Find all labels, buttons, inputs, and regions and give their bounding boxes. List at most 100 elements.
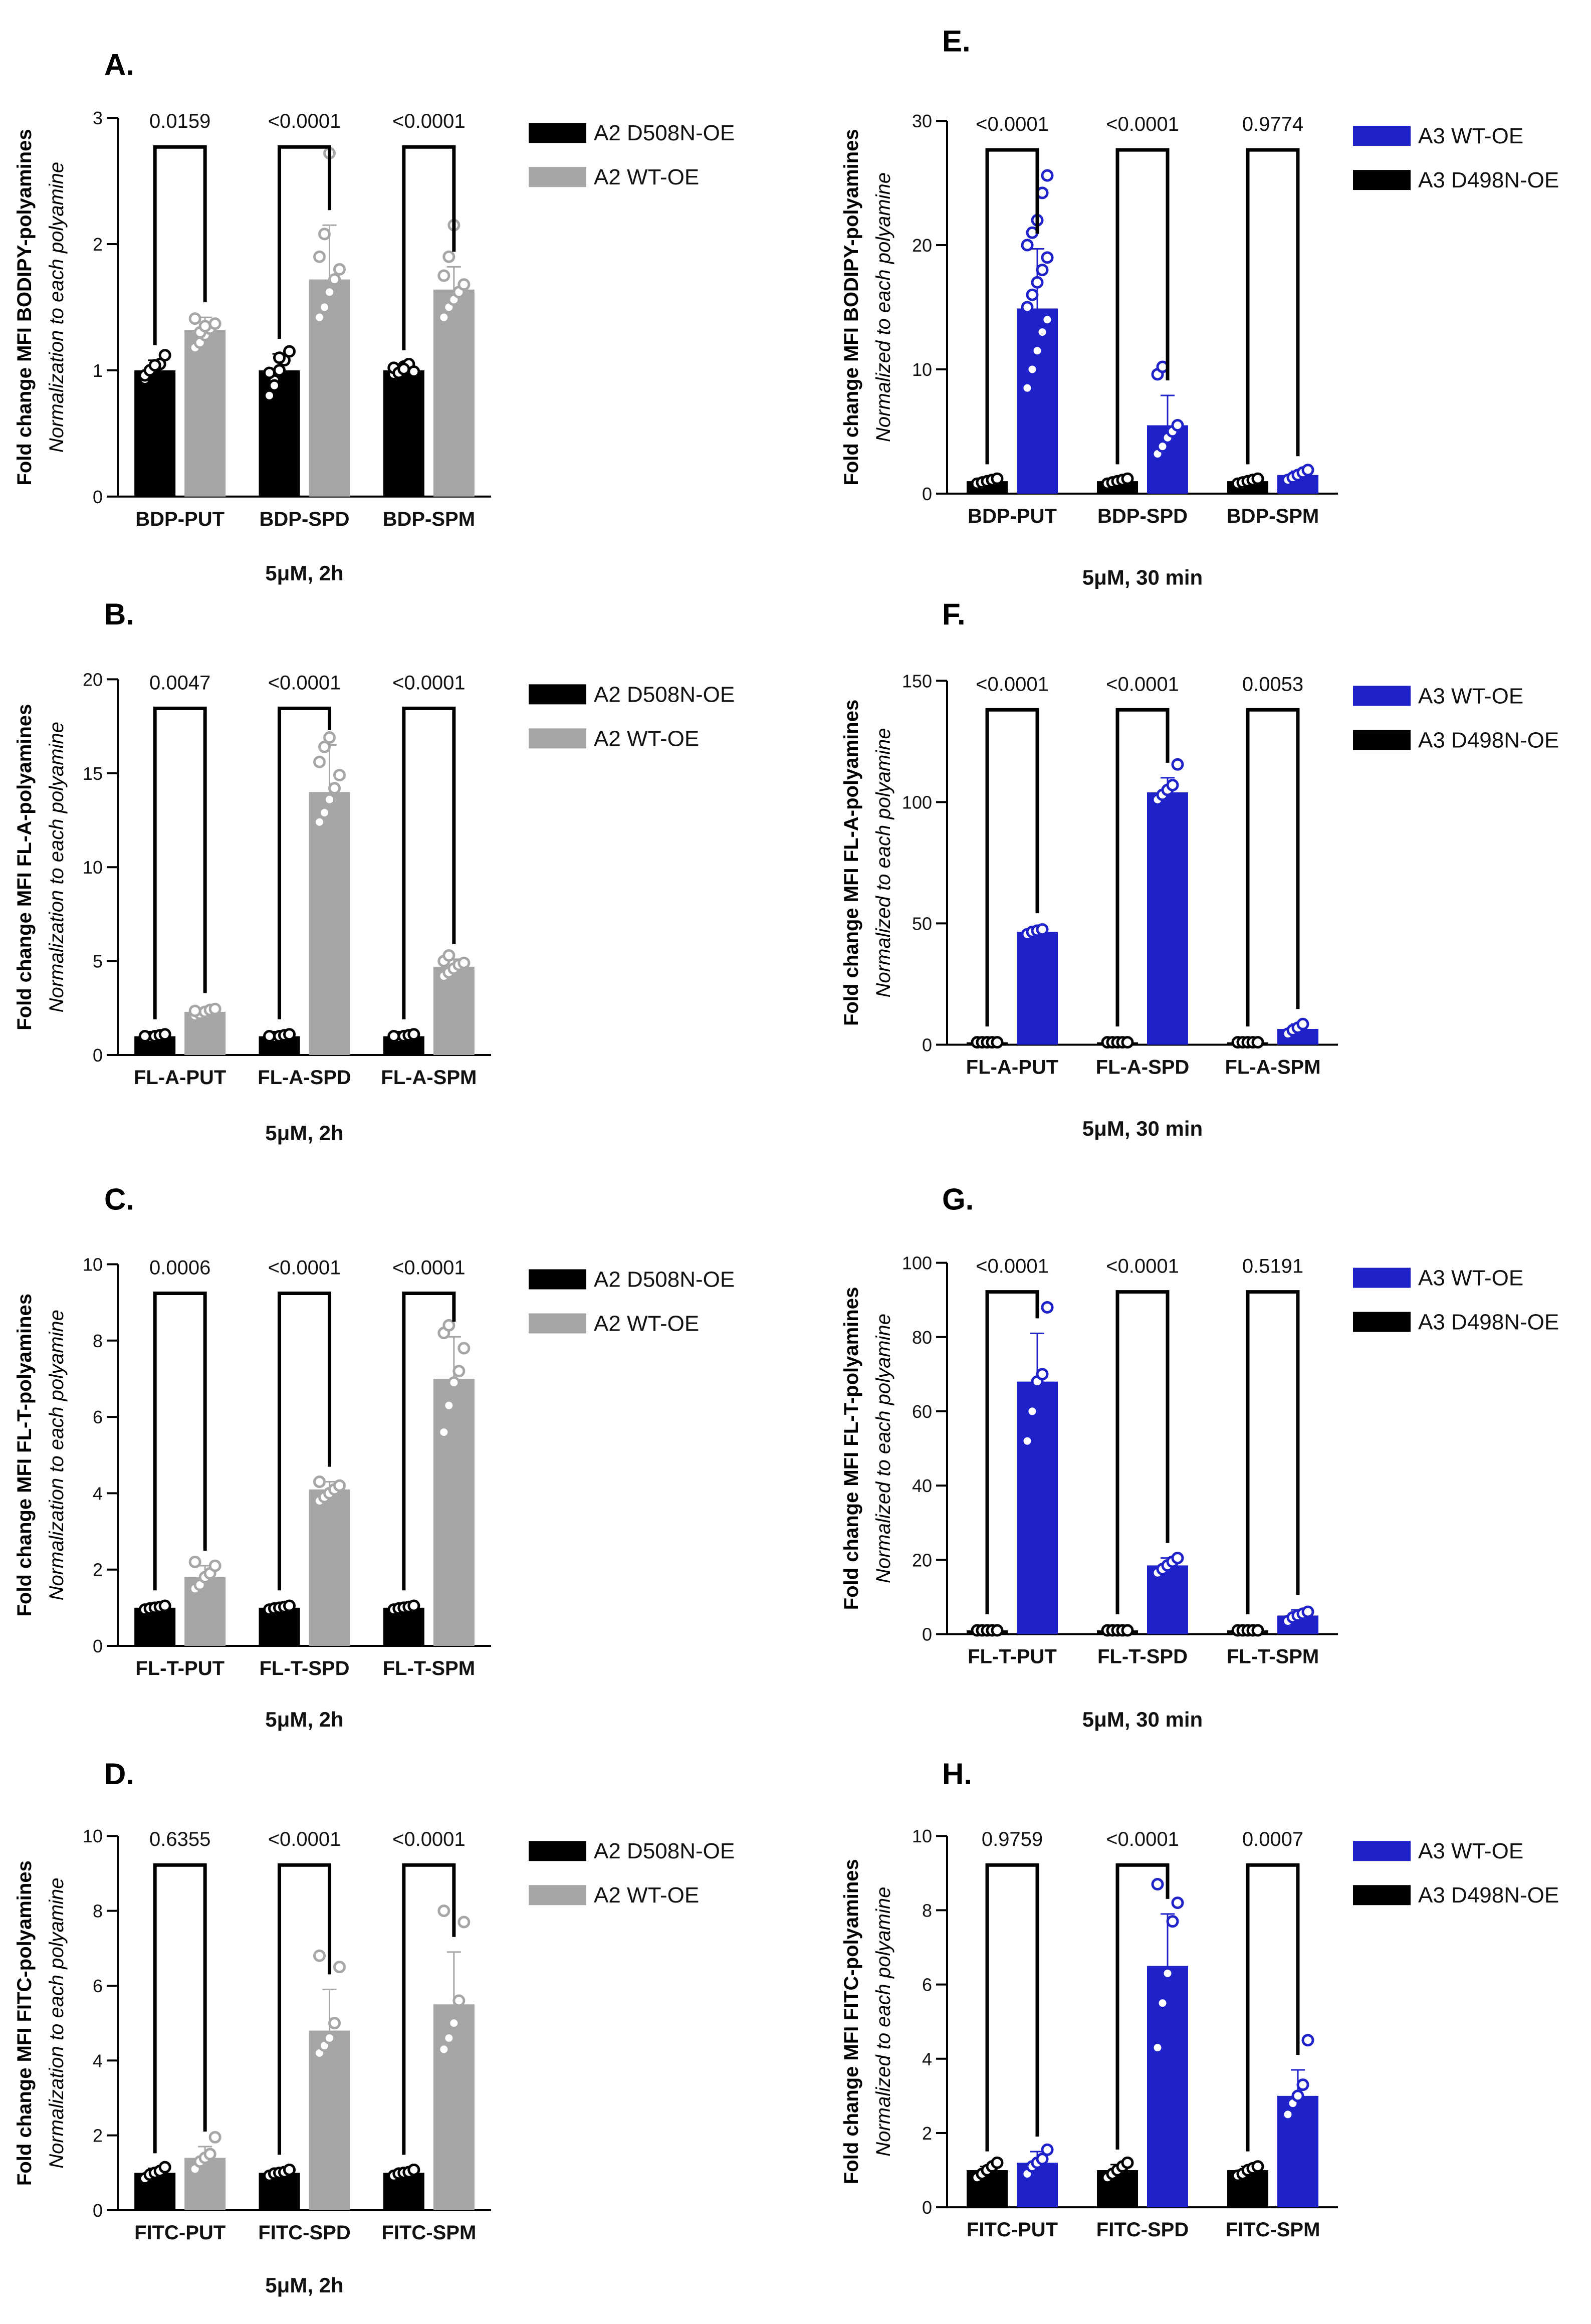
y-axis-label: Fold change MFI FL-T-polyamines <box>14 1294 36 1616</box>
data-point <box>1171 1552 1184 1565</box>
p-value-label: <0.0001 <box>392 1828 466 1850</box>
p-value-label: <0.0001 <box>268 1828 341 1850</box>
x-category-label: FL-T-SPM <box>383 1657 475 1679</box>
data-point <box>1251 472 1264 485</box>
data-point <box>437 2043 450 2056</box>
data-point <box>323 793 336 806</box>
panel-label: H. <box>942 1757 972 1791</box>
data-point <box>1121 1036 1134 1049</box>
bar-a2-wt-oe <box>433 289 475 497</box>
data-point <box>188 1555 201 1568</box>
data-point <box>442 1319 456 1332</box>
data-point <box>263 1030 276 1043</box>
x-category-label: BDP-SPM <box>383 508 475 530</box>
data-point <box>1041 169 1054 182</box>
y-axis-sublabel: Normalized to each polyamine <box>872 1314 894 1583</box>
data-point <box>1121 2156 1134 2169</box>
data-point <box>1021 381 1034 394</box>
condition-label: 5μM, 2h <box>265 2273 343 2297</box>
data-point <box>452 1365 466 1378</box>
data-point <box>333 769 346 782</box>
data-point <box>447 2017 461 2030</box>
data-point <box>268 379 281 392</box>
y-tick-label: 60 <box>912 1401 932 1422</box>
legend-swatch <box>1353 170 1411 190</box>
data-point <box>318 228 331 241</box>
data-point <box>203 2148 216 2161</box>
data-point <box>138 1030 151 1043</box>
panel-label: B. <box>104 597 134 631</box>
data-point <box>442 1399 456 1412</box>
y-tick-label: 0 <box>922 2197 932 2218</box>
x-category-label: BDP-PUT <box>135 508 224 530</box>
y-tick-label: 150 <box>902 671 932 691</box>
significance-bracket <box>1115 1290 1170 1614</box>
y-tick-label: 40 <box>912 1475 932 1496</box>
y-axis-sublabel: Normalized to each polyamine <box>872 172 894 442</box>
data-point <box>1171 758 1184 771</box>
legend-swatch <box>1353 686 1411 706</box>
legend-label: A2 D508N-OE <box>594 121 735 145</box>
y-tick-label: 6 <box>93 1407 103 1427</box>
data-point <box>387 1030 400 1043</box>
y-tick-label: 0 <box>93 1636 103 1656</box>
y-tick-label: 30 <box>912 111 932 131</box>
data-point <box>1296 1017 1309 1030</box>
data-point <box>1021 301 1034 314</box>
y-tick-label: 0 <box>922 484 932 504</box>
x-category-label: FITC-SPD <box>1096 2219 1189 2241</box>
y-tick-label: 10 <box>83 1254 103 1275</box>
data-point <box>1041 1301 1054 1314</box>
data-point <box>148 359 161 372</box>
data-point <box>273 364 286 377</box>
panel-e: E. Fold change MFI BODIPY-polyamines Norma… <box>840 25 1559 589</box>
data-point <box>1026 288 1039 301</box>
y-tick-label: 2 <box>93 1560 103 1580</box>
data-point <box>1021 239 1034 252</box>
data-point <box>991 2156 1004 2169</box>
legend-label: A3 D498N-OE <box>1418 1310 1559 1335</box>
y-axis-sublabel: Normalization to each polyamine <box>46 162 68 453</box>
data-point <box>158 1028 171 1041</box>
y-tick-label: 0 <box>922 1034 932 1055</box>
p-value-label: 0.0053 <box>1242 673 1303 695</box>
data-point <box>1166 778 1179 791</box>
data-point <box>1031 276 1044 289</box>
data-point <box>263 389 276 402</box>
data-point <box>458 278 471 291</box>
data-point <box>407 365 420 378</box>
bar-a2-wt-oe <box>309 2030 350 2210</box>
condition-label: 5μM, 30 min <box>1082 1117 1203 1140</box>
panel-label: D. <box>104 1757 134 1791</box>
data-point <box>991 1624 1004 1637</box>
x-category-label: FITC-SPD <box>258 2222 350 2244</box>
y-tick-label: 6 <box>93 1976 103 1996</box>
data-point <box>437 1426 450 1439</box>
legend-label: A3 WT-OE <box>1418 1266 1523 1291</box>
legend-swatch <box>529 123 586 143</box>
bar-a2-wt-oe <box>309 1489 350 1646</box>
y-tick-label: 2 <box>93 234 103 255</box>
y-tick-label: 15 <box>83 763 103 784</box>
y-tick-label: 3 <box>93 108 103 128</box>
significance-bracket <box>1246 148 1300 465</box>
significance-bracket <box>402 1863 456 2155</box>
p-value-label: 0.0047 <box>149 672 210 694</box>
data-point <box>1151 1878 1164 1891</box>
data-point <box>447 1376 461 1389</box>
x-category-label: FITC-SPM <box>381 2222 476 2244</box>
significance-bracket <box>1115 148 1170 465</box>
data-point <box>318 806 331 819</box>
data-point <box>1036 2153 1049 2166</box>
panel-c: C. Fold change MFI FL-T-polyamines Normali… <box>14 1182 735 1731</box>
p-value-label: <0.0001 <box>392 672 466 694</box>
significance-bracket <box>1246 708 1300 1027</box>
legend-label: A3 WT-OE <box>1418 1839 1523 1863</box>
data-point <box>1251 1036 1264 1049</box>
panel-h: H. Fold change MFI FITC-polyamines Normali… <box>840 1757 1559 2324</box>
data-point <box>437 1905 450 1918</box>
panel-a: A. Fold change MFI BODIPY-polyamines Norma… <box>14 48 735 585</box>
y-tick-label: 8 <box>93 1901 103 1922</box>
p-value-label: <0.0001 <box>976 673 1049 695</box>
